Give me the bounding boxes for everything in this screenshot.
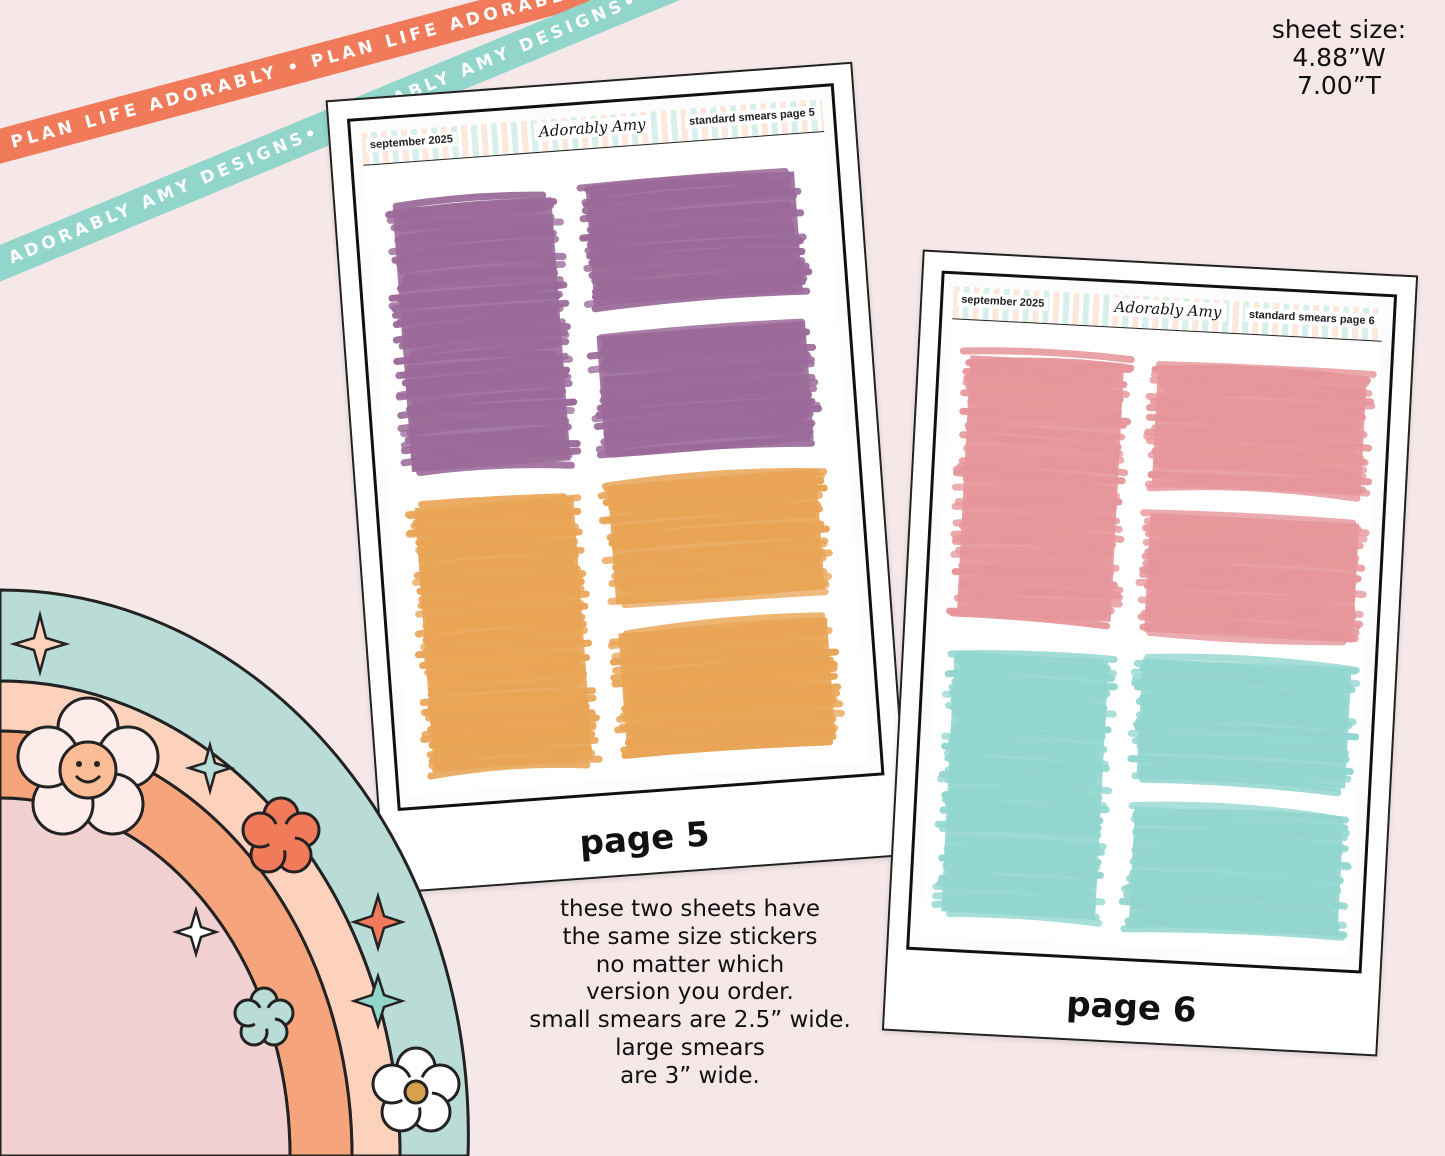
orange-flower-icon [241, 796, 321, 874]
small-smear-sticker [576, 167, 813, 313]
note-line: are 3” wide. [620, 1062, 760, 1089]
note-line: version you order. [586, 979, 794, 1006]
sheet-month-label: september 2025 [365, 131, 458, 153]
sparkle-icon [9, 610, 71, 677]
sparkle-icon [350, 971, 406, 1031]
sheet-title-label: standard smears page 6 [1244, 307, 1380, 329]
sheet-size-info: sheet size: 4.88”W 7.00”T [1269, 16, 1409, 100]
sheet-title-label: standard smears page 5 [684, 105, 820, 130]
sheet-content: september 2025 Adorably Amy standard sme… [361, 99, 871, 796]
sticker-sheet-page-5: september 2025 Adorably Amy standard sme… [346, 83, 885, 812]
size-note: these two sheets have the same size stic… [510, 896, 870, 1091]
smear-stickers-page-6 [931, 347, 1377, 941]
small-smear-sticker [1143, 361, 1377, 502]
sticker-sheet-page-6: september 2025 Adorably Amy standard sme… [906, 270, 1398, 974]
note-line: large smears [615, 1034, 765, 1061]
teal-flower-icon [233, 986, 295, 1047]
small-smear-sticker [607, 612, 845, 759]
small-smear-sticker [597, 467, 833, 609]
large-smear-sticker [931, 650, 1119, 927]
small-smear-sticker [586, 318, 823, 459]
small-smear-sticker [1135, 509, 1370, 646]
sparkle-icon [184, 740, 236, 796]
sheet-content: september 2025 Adorably Amy standard sme… [919, 286, 1384, 958]
daisy-flower-icon [371, 1046, 461, 1133]
sheet-month-label: september 2025 [956, 292, 1049, 312]
smear-stickers-page-5 [385, 167, 845, 780]
sparkle-icon [350, 891, 406, 953]
note-line: the same size stickers [562, 923, 818, 950]
note-line: no matter which [595, 951, 785, 978]
page-caption: page 6 [1065, 984, 1198, 1031]
sheet-size-label: sheet size: [1271, 15, 1407, 44]
smiley-flower-icon [16, 696, 160, 836]
brand-logo: Adorably Amy [533, 114, 652, 142]
sparkle-icons [9, 610, 406, 1031]
sheet-size-width: 4.88”W [1292, 43, 1386, 72]
sticker-sheet-card-page-6: september 2025 Adorably Amy standard sme… [881, 249, 1419, 1057]
note-line: small smears are 2.5” wide. [529, 1007, 851, 1034]
brand-logo: Adorably Amy [1109, 297, 1227, 322]
sparkle-icon [172, 905, 220, 959]
large-smear-sticker [946, 347, 1135, 630]
rainbow-illustration [0, 588, 470, 1156]
sticker-sheet-card-page-5: september 2025 Adorably Amy standard sme… [325, 61, 911, 895]
small-smear-sticker [1127, 653, 1361, 797]
large-smear-sticker [385, 191, 582, 477]
note-line: these two sheets have [559, 896, 820, 922]
large-smear-sticker [404, 493, 603, 780]
sheet-size-height: 7.00”T [1297, 71, 1381, 100]
small-smear-sticker [1118, 801, 1352, 941]
